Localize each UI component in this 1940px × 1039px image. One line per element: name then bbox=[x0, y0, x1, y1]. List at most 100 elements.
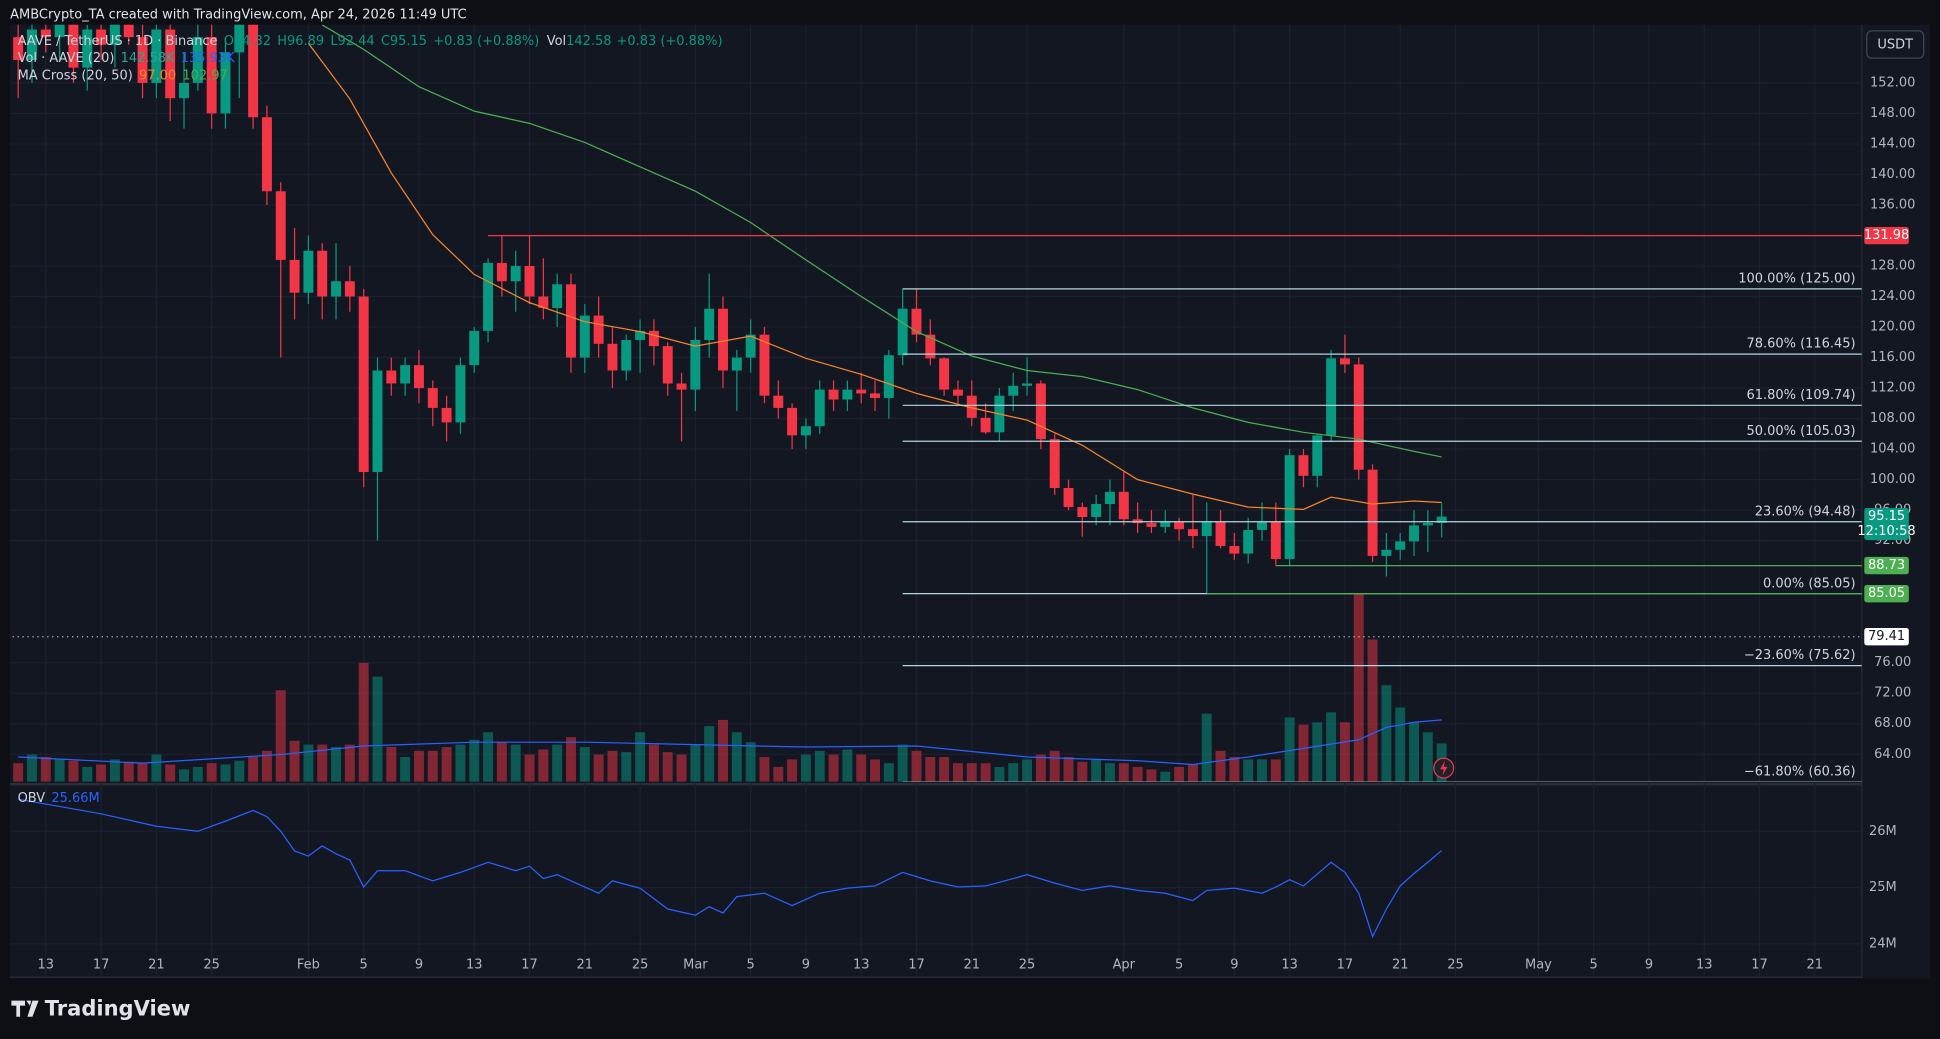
y-tick-label: 100.00 bbox=[1870, 472, 1915, 487]
candle-body bbox=[386, 370, 397, 384]
candle-body bbox=[552, 284, 563, 308]
volume-bar bbox=[303, 744, 314, 782]
x-tick-label: 9 bbox=[415, 957, 423, 972]
candle-body bbox=[925, 334, 936, 359]
volume-bar bbox=[27, 754, 37, 782]
candle-body bbox=[261, 117, 272, 192]
volume-bar bbox=[731, 732, 742, 782]
candle-body bbox=[1270, 521, 1281, 559]
y-tick-label: 136.00 bbox=[1870, 197, 1915, 212]
volume-bar bbox=[662, 752, 673, 782]
header-title: AMBCrypto_TA created with TradingView.co… bbox=[10, 7, 466, 22]
candle-body bbox=[773, 395, 784, 408]
price-badge bbox=[1864, 585, 1909, 603]
ohlc: H96.89 bbox=[277, 33, 324, 48]
x-tick-label: 17 bbox=[93, 957, 110, 972]
candle-body bbox=[883, 355, 894, 398]
x-tick-label: Mar bbox=[683, 957, 708, 972]
candle-body bbox=[607, 343, 618, 371]
currency-button[interactable]: USDT bbox=[1866, 30, 1925, 59]
candle-body bbox=[939, 358, 950, 390]
volume-bar bbox=[1008, 763, 1019, 782]
price-badge bbox=[1864, 628, 1909, 646]
candle-body bbox=[289, 259, 300, 293]
candle-body bbox=[1077, 507, 1088, 517]
candle-body bbox=[787, 407, 798, 436]
x-tick-label: 25 bbox=[1447, 957, 1464, 972]
candle-body bbox=[165, 29, 176, 99]
volume-bar bbox=[994, 766, 1005, 782]
volume-bar bbox=[704, 726, 715, 782]
candle-body bbox=[109, 24, 120, 45]
candle-body bbox=[1312, 435, 1323, 476]
volume-bar bbox=[842, 749, 853, 782]
volume-bar bbox=[358, 662, 369, 782]
price-badge bbox=[1864, 226, 1909, 245]
volume-bar bbox=[1118, 763, 1129, 782]
volume-bar bbox=[897, 744, 908, 782]
y-tick-label: 152.00 bbox=[1870, 75, 1915, 90]
obv-tick-label: 25M bbox=[1869, 880, 1897, 895]
candle-body bbox=[814, 389, 825, 427]
candle-body bbox=[455, 365, 466, 423]
candle-body bbox=[54, 24, 65, 38]
candle-body bbox=[1367, 469, 1378, 556]
candle-body bbox=[1229, 545, 1240, 554]
volume-bar bbox=[13, 763, 24, 782]
candle-body bbox=[1326, 358, 1337, 436]
candle-body bbox=[1105, 491, 1115, 505]
brand-logo bbox=[11, 1000, 39, 1017]
alert-icon[interactable] bbox=[1433, 757, 1455, 779]
volume-bar bbox=[1215, 750, 1226, 782]
ma-slow-line bbox=[321, 24, 1442, 458]
volume-bar bbox=[952, 763, 963, 782]
candle-body bbox=[1395, 541, 1406, 550]
volume-bar bbox=[1174, 766, 1185, 782]
volume-bar bbox=[718, 719, 728, 782]
candle-body bbox=[372, 370, 383, 472]
volume-bar bbox=[54, 759, 65, 782]
candle-body bbox=[648, 330, 659, 347]
candle-body bbox=[1436, 516, 1447, 523]
fib-label: 100.00% (125.00) bbox=[1738, 271, 1855, 286]
volume-bar bbox=[96, 764, 107, 782]
brand-name: TradingView bbox=[45, 995, 191, 1020]
currency-button-label[interactable]: USDT bbox=[1877, 38, 1913, 53]
volume-bar bbox=[1229, 756, 1240, 782]
volume-bar bbox=[248, 756, 259, 782]
volume-bar bbox=[234, 760, 245, 782]
candle-body bbox=[731, 357, 742, 371]
y-tick-label: 108.00 bbox=[1870, 411, 1915, 426]
volume-bar bbox=[206, 763, 217, 782]
candle-body bbox=[1063, 488, 1074, 508]
volume-bar bbox=[1035, 754, 1046, 782]
vol-label: Vol bbox=[547, 33, 566, 48]
candle-body bbox=[566, 284, 576, 358]
x-tick-label: 25 bbox=[203, 957, 220, 972]
volume-bar bbox=[179, 769, 189, 782]
fib-label: −61.80% (60.36) bbox=[1744, 765, 1856, 780]
candle-body bbox=[856, 389, 867, 394]
y-tick-label: 128.00 bbox=[1870, 259, 1915, 274]
candle-body bbox=[1381, 549, 1392, 556]
candle-body bbox=[82, 29, 93, 68]
candle-body bbox=[1160, 521, 1171, 527]
volume-bar bbox=[800, 754, 811, 782]
price-badge-label: 79.41 bbox=[1868, 629, 1905, 644]
volume-bar bbox=[483, 732, 494, 782]
candle-body bbox=[579, 315, 590, 358]
y-tick-label: 72.00 bbox=[1874, 686, 1911, 701]
currency-button-frame[interactable] bbox=[1866, 30, 1925, 59]
obv-tick-label: 26M bbox=[1869, 824, 1897, 839]
vol-change: +0.83 (+0.88%) bbox=[616, 33, 722, 48]
obv-line bbox=[18, 798, 1443, 939]
ohlc: O94.32 bbox=[224, 33, 271, 48]
candle-body bbox=[1201, 521, 1212, 537]
volume-bar bbox=[1105, 763, 1115, 782]
x-tick-label: 17 bbox=[521, 957, 538, 972]
volume-bar bbox=[524, 754, 535, 782]
countdown: 12:10:58 bbox=[1857, 524, 1915, 539]
alert-icon-bolt[interactable] bbox=[1440, 760, 1448, 776]
